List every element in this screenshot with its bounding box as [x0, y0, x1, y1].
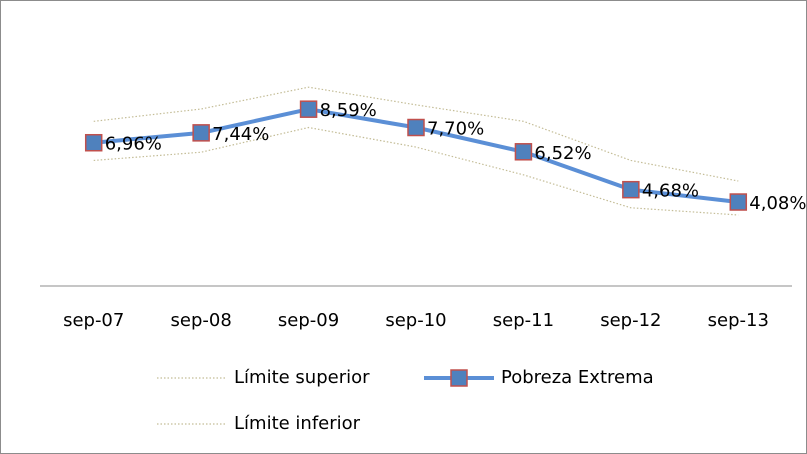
- legend-label: Límite inferior: [234, 413, 361, 434]
- x-tick-label: sep-13: [708, 310, 769, 331]
- data-label: 6,96%: [105, 134, 162, 155]
- legend-label: Pobreza Extrema: [501, 367, 654, 388]
- marker: [192, 124, 210, 142]
- x-tick-label: sep-12: [600, 310, 661, 331]
- series-line: [93, 126, 739, 216]
- x-tick-label: sep-07: [63, 310, 124, 331]
- data-label: 4,68%: [642, 181, 699, 202]
- x-tick-label: sep-09: [278, 310, 339, 331]
- x-tick-label: sep-11: [493, 310, 554, 331]
- x-tick-label: sep-08: [171, 310, 232, 331]
- data-label: 7,70%: [427, 119, 484, 140]
- data-label: 8,59%: [320, 100, 377, 121]
- marker: [407, 118, 425, 137]
- data-label: 6,52%: [534, 143, 591, 164]
- marker: [514, 143, 533, 161]
- marker: [299, 100, 318, 118]
- legend-marker: [450, 369, 468, 387]
- marker: [729, 193, 748, 211]
- data-label: 4,08%: [749, 193, 806, 214]
- data-label: 7,44%: [212, 124, 269, 145]
- marker: [84, 133, 103, 152]
- legend-label: Límite superior: [234, 367, 370, 388]
- x-tick-label: sep-10: [385, 310, 446, 331]
- series-line: [93, 86, 739, 182]
- marker: [622, 180, 640, 199]
